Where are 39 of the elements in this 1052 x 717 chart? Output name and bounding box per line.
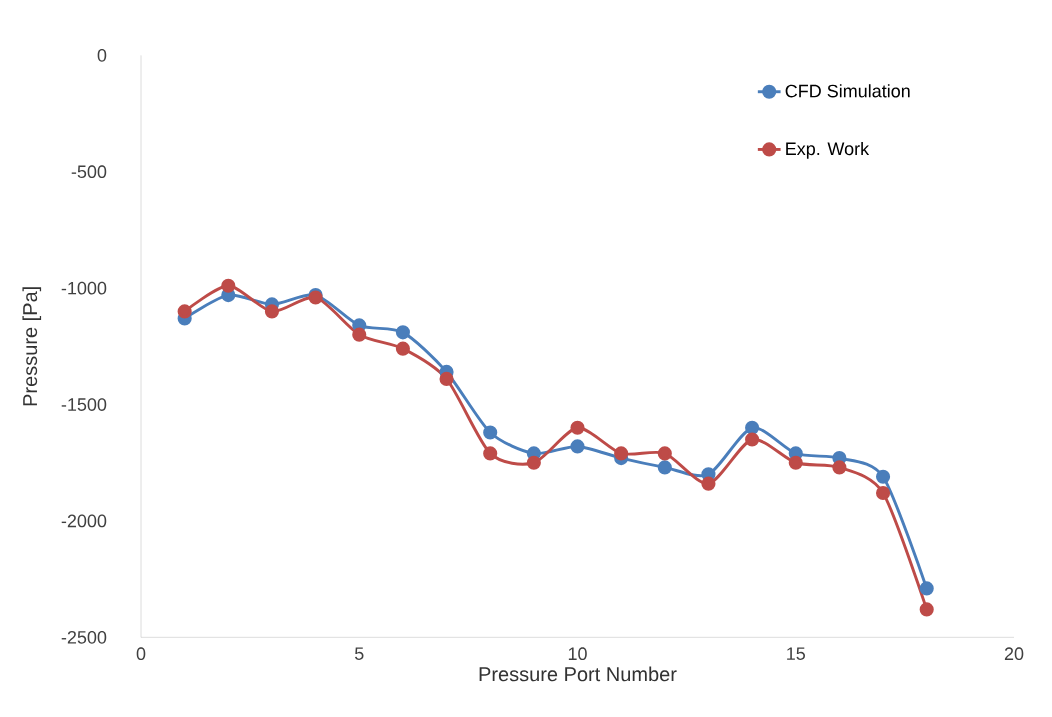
point — [439, 371, 454, 386]
point — [657, 460, 672, 475]
point — [352, 327, 367, 342]
y-axis-title: Pressure [Pa] — [22, 287, 42, 406]
point — [788, 455, 803, 470]
point — [745, 432, 760, 447]
x-tick-label: 15 — [787, 647, 806, 660]
point — [395, 325, 410, 340]
x-tick-label: 0 — [136, 647, 146, 660]
y-tick-label: -1500 — [61, 398, 107, 411]
x-tick-label: 10 — [568, 647, 587, 660]
point — [919, 581, 934, 596]
point — [177, 304, 192, 319]
legend-label: CFD Simulation — [785, 84, 910, 98]
point — [875, 485, 891, 500]
point — [832, 460, 847, 475]
x-tick-label: 5 — [354, 647, 364, 660]
x-tick-label: 20 — [1004, 647, 1024, 660]
point — [657, 446, 672, 461]
point — [483, 425, 498, 440]
point — [483, 446, 498, 461]
point — [701, 476, 716, 491]
y-tick-label: -2500 — [61, 630, 107, 644]
y-tick-label: -2000 — [61, 514, 107, 528]
point — [395, 341, 410, 356]
y-tick-label: 0 — [97, 48, 107, 62]
point — [221, 278, 236, 293]
point — [875, 469, 891, 484]
y-tick-label: -500 — [71, 165, 107, 178]
point — [570, 420, 585, 435]
x-axis-title: Pressure Port Number — [479, 666, 677, 682]
point — [526, 455, 541, 470]
point — [570, 439, 585, 454]
point — [919, 602, 934, 617]
point — [264, 304, 280, 319]
point — [614, 446, 629, 461]
point — [745, 420, 760, 435]
y-tick-label: -1000 — [61, 281, 107, 295]
legend-label: Exp. Work — [786, 141, 870, 159]
